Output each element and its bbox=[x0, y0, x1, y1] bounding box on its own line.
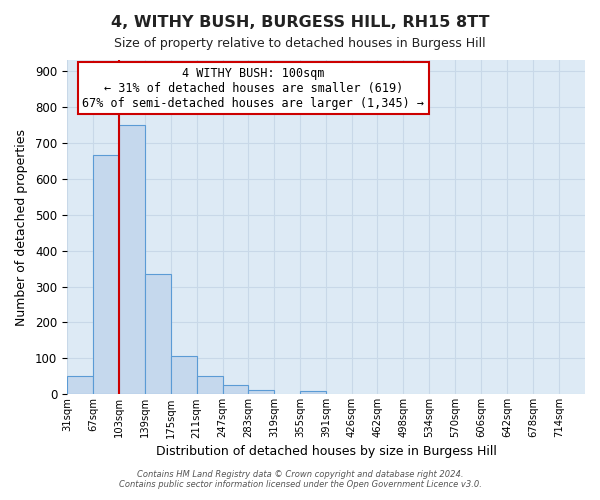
Bar bbox=[119, 124, 145, 394]
Y-axis label: Number of detached properties: Number of detached properties bbox=[15, 128, 28, 326]
Text: 4 WITHY BUSH: 100sqm
← 31% of detached houses are smaller (619)
67% of semi-deta: 4 WITHY BUSH: 100sqm ← 31% of detached h… bbox=[82, 66, 424, 110]
Text: 4, WITHY BUSH, BURGESS HILL, RH15 8TT: 4, WITHY BUSH, BURGESS HILL, RH15 8TT bbox=[111, 15, 489, 30]
X-axis label: Distribution of detached houses by size in Burgess Hill: Distribution of detached houses by size … bbox=[155, 444, 496, 458]
Bar bbox=[93, 156, 119, 394]
Bar bbox=[223, 384, 248, 394]
Bar bbox=[197, 376, 223, 394]
Text: Size of property relative to detached houses in Burgess Hill: Size of property relative to detached ho… bbox=[114, 38, 486, 51]
Bar bbox=[170, 356, 197, 395]
Bar bbox=[301, 391, 326, 394]
Bar bbox=[67, 376, 93, 394]
Text: Contains HM Land Registry data © Crown copyright and database right 2024.
Contai: Contains HM Land Registry data © Crown c… bbox=[119, 470, 481, 489]
Bar bbox=[145, 274, 170, 394]
Bar bbox=[248, 390, 274, 394]
